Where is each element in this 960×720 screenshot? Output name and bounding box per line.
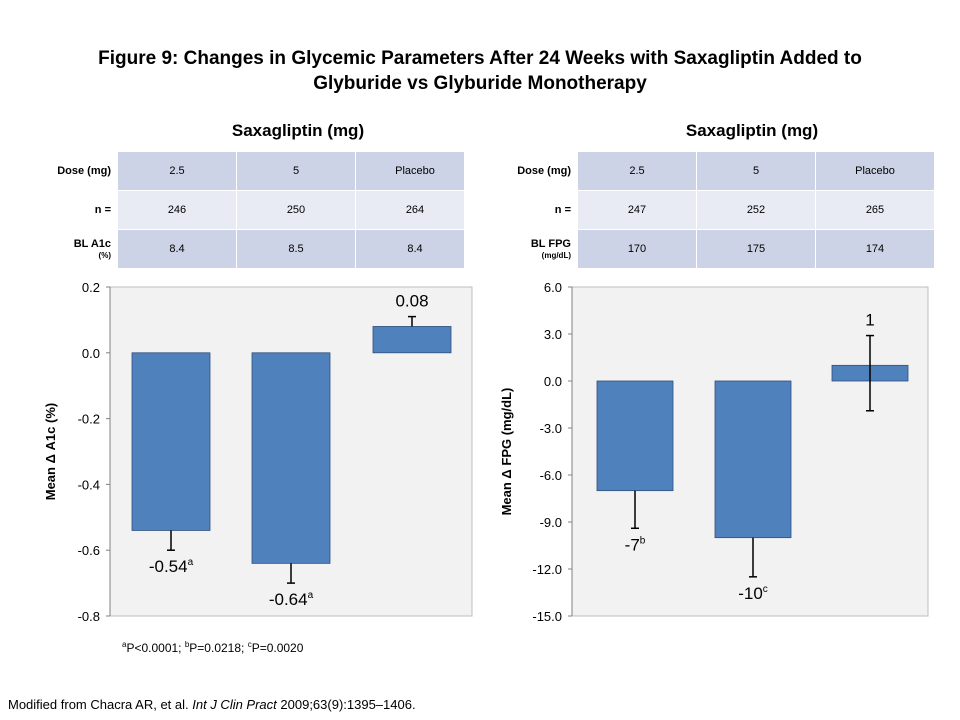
- table-cell: 264: [355, 190, 475, 230]
- source-suffix: 2009;63(9):1395–1406.: [276, 697, 416, 712]
- table-cell: 252: [696, 190, 816, 230]
- y-tick-label: -12.0: [532, 562, 562, 577]
- table-cell: 8.4: [117, 229, 237, 269]
- row-label-unit: (%): [98, 251, 111, 260]
- data-label: -0.64a: [269, 590, 314, 609]
- y-tick-label: 3.0: [544, 327, 562, 342]
- y-tick-label: -0.6: [78, 543, 100, 558]
- left-panel-heading: Saxagliptin (mg): [231, 121, 365, 140]
- table-cell: 8.4: [355, 229, 475, 269]
- table-cell: 174: [815, 229, 935, 269]
- figure-title-line-1: Figure 9: Changes in Glycemic Parameters…: [98, 48, 862, 69]
- table-row: Dose (mg) 2.5 5 Placebo: [464, 151, 935, 191]
- table-cell: 5: [236, 151, 356, 191]
- table-row: n = 247 252 265: [464, 190, 935, 230]
- figure-title-line-2: Glyburide vs Glyburide Monotherapy: [313, 73, 647, 94]
- data-label-superscript: a: [308, 590, 314, 601]
- source-citation: Modified from Chacra AR, et al. Int J Cl…: [8, 697, 416, 712]
- y-tick-label: -0.8: [78, 609, 100, 624]
- y-tick-label: -6.0: [540, 468, 562, 483]
- figure-title: Figure 9: Changes in Glycemic Parameters…: [0, 46, 960, 96]
- y-tick-label: -0.2: [78, 412, 100, 427]
- data-label: 0.08: [395, 292, 428, 311]
- footnote-text-c: P=0.0020: [251, 641, 304, 655]
- footnote-text-a: P<0.0001;: [126, 641, 185, 655]
- y-tick-label: 0.0: [544, 374, 562, 389]
- row-label: Dose (mg): [4, 151, 118, 191]
- row-label: n =: [464, 190, 578, 230]
- row-label-unit: (mg/dL): [541, 251, 571, 260]
- row-label-text: Dose (mg): [517, 165, 571, 177]
- table-cell: 5: [696, 151, 816, 191]
- table-cell: 175: [696, 229, 816, 269]
- table-row: BL A1c (%) 8.4 8.5 8.4: [4, 229, 475, 269]
- row-label-text: n =: [94, 204, 111, 216]
- footnote-text-b: P=0.0218;: [189, 641, 248, 655]
- row-label-text: BL FPG: [530, 238, 571, 250]
- table-row: Dose (mg) 2.5 5 Placebo: [4, 151, 475, 191]
- y-axis-label: Mean Δ A1c (%): [43, 403, 58, 500]
- right-info-table: Dose (mg) 2.5 5 Placebo n = 247 252 265 …: [464, 151, 935, 269]
- y-tick-label: 0.2: [82, 280, 100, 295]
- footnote-marker-a: a: [122, 640, 127, 649]
- bar-2.5: [131, 352, 211, 531]
- table-row: n = 246 250 264: [4, 190, 475, 230]
- row-label: Dose (mg): [464, 151, 578, 191]
- y-tick-label: 0.0: [82, 346, 100, 361]
- data-label-superscript: a: [188, 557, 194, 568]
- table-cell: 2.5: [117, 151, 237, 191]
- data-label: 1: [865, 311, 874, 330]
- table-row: BL FPG (mg/dL) 170 175 174: [464, 229, 935, 269]
- row-label-text: Dose (mg): [57, 165, 111, 177]
- table-cell: 246: [117, 190, 237, 230]
- footnote-marker-b: b: [184, 640, 190, 649]
- table-cell: 265: [815, 190, 935, 230]
- left-info-table: Dose (mg) 2.5 5 Placebo n = 246 250 264 …: [4, 151, 475, 269]
- row-label-text: n =: [554, 204, 571, 216]
- bar-5: [714, 380, 792, 539]
- table-cell: Placebo: [815, 151, 935, 191]
- row-label-text: BL A1c: [73, 238, 111, 250]
- data-label-superscript: c: [763, 584, 768, 595]
- footnote-marker-c: c: [247, 640, 252, 649]
- table-cell: 247: [577, 190, 697, 230]
- y-axis-label: Mean Δ FPG (mg/dL): [499, 388, 514, 516]
- source-prefix: Modified from Chacra AR, et al.: [8, 697, 193, 712]
- y-tick-label: -0.4: [78, 477, 100, 492]
- y-tick-label: -15.0: [532, 609, 562, 624]
- table-cell: Placebo: [355, 151, 475, 191]
- table-cell: 8.5: [236, 229, 356, 269]
- table-cell: 2.5: [577, 151, 697, 191]
- y-tick-label: 6.0: [544, 280, 562, 295]
- bar-Placebo: [372, 326, 452, 354]
- row-label: BL A1c (%): [4, 229, 118, 269]
- data-label: -10c: [738, 584, 768, 603]
- table-cell: 250: [236, 190, 356, 230]
- data-label: -0.54a: [149, 557, 194, 576]
- y-tick-label: -9.0: [540, 515, 562, 530]
- y-tick-label: -3.0: [540, 421, 562, 436]
- bar-2.5: [596, 380, 674, 492]
- table-cell: 170: [577, 229, 697, 269]
- source-journal: Int J Clin Pract: [192, 697, 277, 712]
- row-label: BL FPG (mg/dL): [464, 229, 578, 269]
- footnote: aP<0.0001; bP=0.0218; cP=0.0020: [122, 640, 303, 655]
- data-label-superscript: b: [640, 535, 646, 546]
- right-panel-heading: Saxagliptin (mg): [685, 121, 819, 140]
